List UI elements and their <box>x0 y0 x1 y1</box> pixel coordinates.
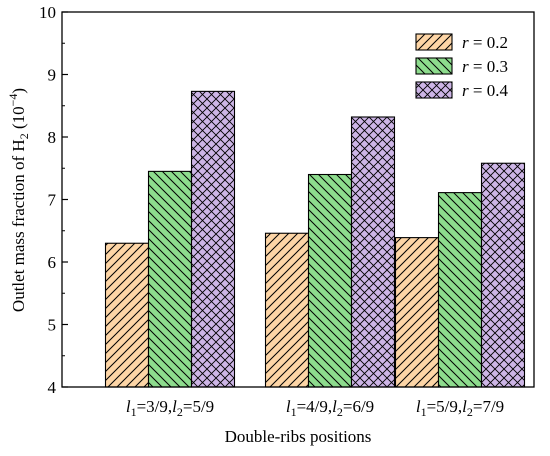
legend-label-1: r = 0.2 <box>462 33 508 52</box>
bar-1-1 <box>104 242 150 388</box>
y-tick-label: 8 <box>48 128 57 147</box>
x-tick-label: l1=3/9,l2=5/9 <box>126 397 214 419</box>
y-tick-label: 10 <box>39 3 56 22</box>
y-tick-label: 6 <box>48 253 57 272</box>
legend: r = 0.2 r = 0.3 r = 0.4 <box>415 33 508 100</box>
bar-3-3 <box>480 162 526 388</box>
y-axis-title: Outlet mass fraction of H2 (10−4) <box>6 88 31 312</box>
bar-1-3 <box>394 237 440 388</box>
bar-2-1 <box>147 170 193 388</box>
bar-2-3 <box>437 192 483 388</box>
legend-label-3: r = 0.4 <box>462 81 508 100</box>
x-tick-label: l1=5/9,l2=7/9 <box>416 397 504 419</box>
y-tick-label: 7 <box>48 191 57 210</box>
x-axis-title: Double-ribs positions <box>225 427 372 446</box>
bars-group <box>104 90 526 388</box>
legend-swatch-2 <box>415 57 453 75</box>
y-axis: 4 5 6 7 8 9 10 <box>39 3 68 397</box>
legend-swatch-3 <box>415 81 453 99</box>
legend-label-2: r = 0.3 <box>462 57 508 76</box>
y-tick-label: 4 <box>48 378 57 397</box>
bar-3-1 <box>190 90 236 388</box>
y-tick-label: 9 <box>48 66 57 85</box>
bar-2-2 <box>307 173 353 388</box>
bar-3-2 <box>350 116 396 388</box>
bar-1-2 <box>264 232 310 388</box>
legend-swatch-1 <box>415 33 453 51</box>
x-axis: l1=3/9,l2=5/9 l1=4/9,l2=6/9 l1=5/9,l2=7/9 <box>126 397 504 419</box>
x-tick-label: l1=4/9,l2=6/9 <box>286 397 374 419</box>
y-tick-label: 5 <box>48 316 57 335</box>
